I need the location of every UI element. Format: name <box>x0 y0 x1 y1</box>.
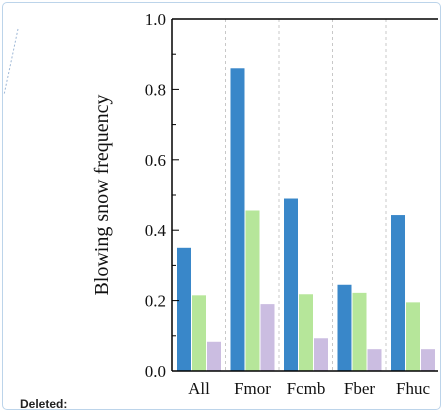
bar-fmor-series-2 <box>245 210 260 371</box>
y-tick-label: 1.0 <box>145 10 166 29</box>
document-frame <box>2 2 441 410</box>
bar-all-series-1 <box>177 247 191 371</box>
bar-all-series-2 <box>192 295 206 371</box>
bar-fber-series-1 <box>337 284 352 371</box>
bar-fcmb-series-2 <box>299 294 313 371</box>
grid-layer <box>225 19 387 371</box>
y-tick-label: 0.8 <box>145 80 166 99</box>
change-marker-line <box>3 28 19 96</box>
bar-fhuc-series-3 <box>421 349 435 371</box>
x-tick-label: Fhuс <box>396 379 430 398</box>
x-tick-label: Fmor <box>234 379 271 398</box>
bar-fmor-series-1 <box>230 68 245 371</box>
bar-fber-series-3 <box>367 349 382 371</box>
x-tick-label: All <box>188 379 210 398</box>
y-tick-label: 0.0 <box>145 362 166 381</box>
deleted-label: Deleted: <box>20 397 68 411</box>
x-tick-label: Fcmb <box>287 379 326 398</box>
bar-fcmb-series-1 <box>284 198 298 371</box>
y-tick-label: 0.2 <box>145 292 166 311</box>
bar-fhuc-series-2 <box>406 302 420 371</box>
x-tick-label: Fber <box>344 379 376 398</box>
bar-fhuc-series-1 <box>391 215 405 371</box>
bars-layer <box>177 68 435 371</box>
axis-layer: 0.0 0.2 0.4 0.6 0.8 1.0 All Fmor Fcmb Fber Fhuс <box>145 10 438 398</box>
y-tick-label: 0.4 <box>145 221 167 240</box>
bar-fmor-series-3 <box>260 304 275 371</box>
y-tick-label: 0.6 <box>145 151 166 170</box>
y-axis-title: Blowing snow frequency <box>91 94 113 295</box>
bar-fber-series-2 <box>352 292 367 371</box>
bar-all-series-3 <box>207 341 221 371</box>
bar-fcmb-series-3 <box>314 338 328 371</box>
